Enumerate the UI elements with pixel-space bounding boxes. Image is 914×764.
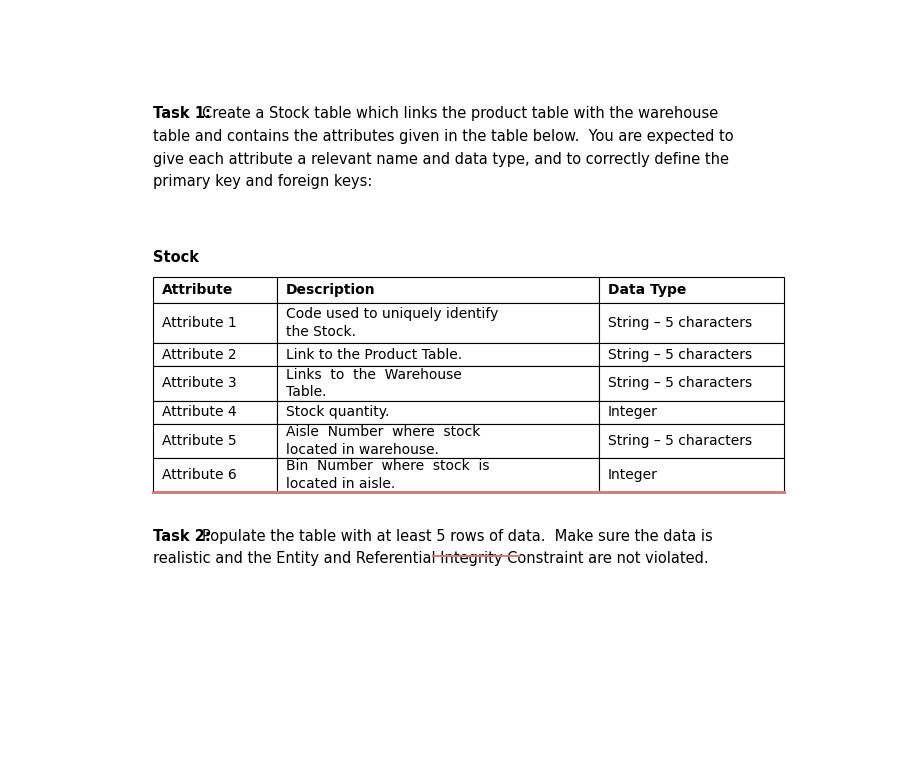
Bar xyxy=(599,277,783,303)
Bar xyxy=(277,400,599,424)
Text: String – 5 characters: String – 5 characters xyxy=(608,316,752,330)
Text: String – 5 characters: String – 5 characters xyxy=(608,434,752,448)
Text: Attribute: Attribute xyxy=(163,283,234,297)
Bar xyxy=(599,458,783,492)
Text: String – 5 characters: String – 5 characters xyxy=(608,348,752,361)
Text: Integer: Integer xyxy=(608,468,658,482)
Text: Link to the Product Table.: Link to the Product Table. xyxy=(286,348,462,361)
Text: primary key and foreign keys:: primary key and foreign keys: xyxy=(154,174,373,189)
Bar xyxy=(154,400,277,424)
Text: realistic and the Entity and Referential Integrity Constraint are not violated.: realistic and the Entity and Referential… xyxy=(154,552,709,566)
Bar xyxy=(277,343,599,367)
Text: table and contains the attributes given in the table below.  You are expected to: table and contains the attributes given … xyxy=(154,129,734,144)
Text: Aisle  Number  where  stock
located in warehouse.: Aisle Number where stock located in ware… xyxy=(286,426,480,457)
Text: Populate the table with at least 5 rows of data.  Make sure the data is: Populate the table with at least 5 rows … xyxy=(202,529,713,544)
Bar xyxy=(277,458,599,492)
Text: Stock quantity.: Stock quantity. xyxy=(286,405,389,419)
Bar xyxy=(599,343,783,367)
Text: Task 2:: Task 2: xyxy=(154,529,211,544)
Text: Code used to uniquely identify
the Stock.: Code used to uniquely identify the Stock… xyxy=(286,307,498,338)
Text: Attribute 5: Attribute 5 xyxy=(163,434,237,448)
Text: give each attribute a relevant name and data type, and to correctly define the: give each attribute a relevant name and … xyxy=(154,152,729,167)
Text: Task 1:: Task 1: xyxy=(154,106,211,121)
Text: Create a Stock table which links the product table with the warehouse: Create a Stock table which links the pro… xyxy=(202,106,718,121)
Bar xyxy=(154,277,277,303)
Bar xyxy=(599,367,783,400)
Bar xyxy=(599,400,783,424)
Text: Attribute 6: Attribute 6 xyxy=(163,468,237,482)
Bar xyxy=(277,277,599,303)
Text: Bin  Number  where  stock  is
located in aisle.: Bin Number where stock is located in ais… xyxy=(286,459,489,491)
Bar xyxy=(277,424,599,458)
Text: Attribute 3: Attribute 3 xyxy=(163,377,237,390)
Text: Description: Description xyxy=(286,283,376,297)
Text: Attribute 2: Attribute 2 xyxy=(163,348,237,361)
Bar xyxy=(154,367,277,400)
Text: Integer: Integer xyxy=(608,405,658,419)
Bar xyxy=(154,458,277,492)
Bar xyxy=(277,367,599,400)
Bar xyxy=(154,343,277,367)
Text: Data Type: Data Type xyxy=(608,283,686,297)
Bar xyxy=(154,424,277,458)
Bar xyxy=(599,424,783,458)
Text: Links  to  the  Warehouse
Table.: Links to the Warehouse Table. xyxy=(286,367,462,400)
Text: String – 5 characters: String – 5 characters xyxy=(608,377,752,390)
Bar xyxy=(154,303,277,343)
Bar xyxy=(277,303,599,343)
Bar xyxy=(599,303,783,343)
Text: Attribute 4: Attribute 4 xyxy=(163,405,237,419)
Text: Attribute 1: Attribute 1 xyxy=(163,316,237,330)
Text: Stock: Stock xyxy=(154,251,199,265)
